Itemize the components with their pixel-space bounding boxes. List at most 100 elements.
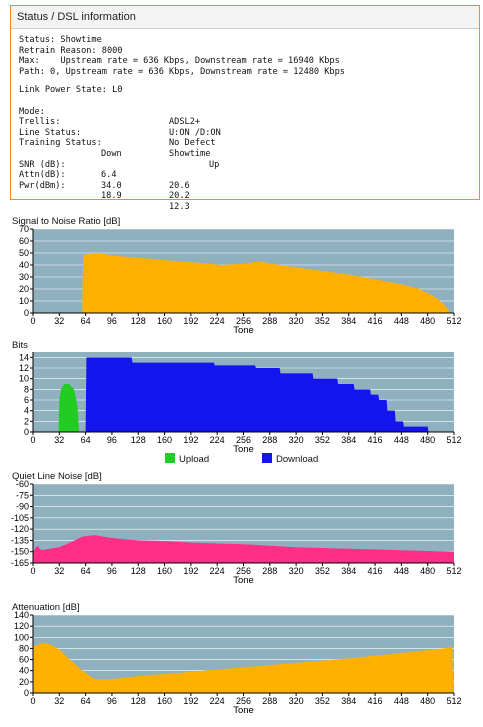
y-tick-label: 20 <box>19 284 29 294</box>
x-tick-label: 32 <box>54 435 64 445</box>
series-area <box>33 642 454 693</box>
x-tick-label: 480 <box>420 316 435 326</box>
x-tick-label: 448 <box>394 435 409 445</box>
x-tick-label: 288 <box>262 435 277 445</box>
snr-row: SNR (dB): 6.4 20.6 <box>19 149 471 191</box>
x-tick-label: 64 <box>81 566 91 576</box>
x-tick-label: 448 <box>394 566 409 576</box>
legend-upload-label: Upload <box>179 454 210 465</box>
y-tick-label: 140 <box>14 610 29 620</box>
y-tick-label: 10 <box>19 296 29 306</box>
status-line: Status: Showtime <box>19 35 102 45</box>
snr-chart-title: Signal to Noise Ratio [dB] <box>12 216 121 227</box>
link-power-line: Link Power State: L0 <box>19 85 123 96</box>
x-tick-label: 160 <box>157 566 172 576</box>
series-area-download <box>85 357 429 432</box>
x-tick-label: 256 <box>236 696 251 706</box>
x-tick-label: 96 <box>107 696 117 706</box>
x-tick-label: 32 <box>54 566 64 576</box>
x-tick-label: 352 <box>315 435 330 445</box>
pwr-row: Pwr(dBm): 18.9 12.3 <box>19 170 471 212</box>
x-tick-label: 352 <box>315 566 330 576</box>
legend-upload: Upload <box>165 453 209 465</box>
x-tick-label: 416 <box>368 696 383 706</box>
y-tick-label: 60 <box>19 655 29 665</box>
x-tick-label: 0 <box>30 316 35 326</box>
y-tick-label: 0 <box>24 308 29 318</box>
y-tick-label: 80 <box>19 643 29 653</box>
x-tick-label: 96 <box>107 316 117 326</box>
metrics-header: Down Up <box>19 138 471 170</box>
x-tick-label: 224 <box>210 316 225 326</box>
x-tick-label: 512 <box>446 435 461 445</box>
x-tick-label: 384 <box>341 316 356 326</box>
legend-download-label: Download <box>276 454 319 465</box>
metric-label: SNR (dB): <box>19 159 66 170</box>
x-tick-label: 416 <box>368 566 383 576</box>
metric-up: 12.3 <box>169 201 190 212</box>
x-tick-label: 224 <box>210 566 225 576</box>
metric-up: 20.2 <box>169 191 190 202</box>
dsl-info-body: Status: Showtime Retrain Reason: 8000 Ma… <box>11 29 479 212</box>
qln-chart-title: Quiet Line Noise [dB] <box>12 471 102 482</box>
x-tick-label: 96 <box>107 566 117 576</box>
x-tick-label: 416 <box>368 435 383 445</box>
x-tick-label: 288 <box>262 316 277 326</box>
metric-down: 34.0 <box>101 180 122 191</box>
mode-row: Mode: ADSL2+ <box>19 96 471 128</box>
x-tick-label: 192 <box>183 435 198 445</box>
x-tick-label: 160 <box>157 696 172 706</box>
x-tick-label: 192 <box>183 566 198 576</box>
x-tick-label: 416 <box>368 316 383 326</box>
metric-up: 20.6 <box>169 180 190 191</box>
x-tick-label: 288 <box>262 566 277 576</box>
row-value: ADSL2+ <box>169 117 201 128</box>
y-tick-label: -90 <box>16 502 29 512</box>
download-swatch <box>262 453 272 463</box>
x-tick-label: 384 <box>341 435 356 445</box>
y-tick-label: 60 <box>19 236 29 246</box>
y-tick-label: 20 <box>19 677 29 687</box>
y-tick-label: -150 <box>11 547 29 557</box>
line-status-row: Line Status: No Defect <box>19 117 471 149</box>
y-tick-label: 50 <box>19 248 29 258</box>
x-tick-label: 192 <box>183 316 198 326</box>
x-tick-label: 384 <box>341 696 356 706</box>
x-tick-label: 320 <box>289 696 304 706</box>
x-tick-label: 256 <box>236 435 251 445</box>
x-tick-label: 128 <box>131 435 146 445</box>
y-tick-label: 2 <box>24 416 29 426</box>
upload-swatch <box>165 453 175 463</box>
y-tick-label: 70 <box>19 224 29 234</box>
x-tick-label: 96 <box>107 435 117 445</box>
panel-title: Status / DSL information <box>11 6 479 29</box>
attn-chart-title: Attenuation [dB] <box>12 602 80 613</box>
x-tick-label: 0 <box>30 566 35 576</box>
series-area <box>82 253 451 313</box>
x-tick-label: 480 <box>420 435 435 445</box>
y-tick-label: -120 <box>11 524 29 534</box>
row-label: Training Status: <box>19 138 102 149</box>
y-tick-label: 6 <box>24 395 29 405</box>
legend-download: Download <box>262 453 318 465</box>
x-tick-label: 32 <box>54 316 64 326</box>
y-tick-label: 8 <box>24 384 29 394</box>
x-tick-label: 448 <box>394 696 409 706</box>
y-tick-label: 10 <box>19 374 29 384</box>
row-label: Mode: <box>19 106 45 117</box>
x-tick-label: 64 <box>81 435 91 445</box>
bits-chart-title: Bits <box>12 340 28 351</box>
x-tick-label: 288 <box>262 696 277 706</box>
y-tick-label: 100 <box>14 632 29 642</box>
x-axis-label: Tone <box>233 705 254 716</box>
series-area-upload <box>58 384 80 432</box>
row-value: U:ON /D:ON <box>169 127 221 138</box>
y-tick-label: 12 <box>19 363 29 373</box>
retrain-line: Retrain Reason: 8000 <box>19 45 123 56</box>
x-tick-label: 32 <box>54 696 64 706</box>
x-tick-label: 128 <box>131 696 146 706</box>
x-tick-label: 384 <box>341 566 356 576</box>
x-tick-label: 448 <box>394 316 409 326</box>
